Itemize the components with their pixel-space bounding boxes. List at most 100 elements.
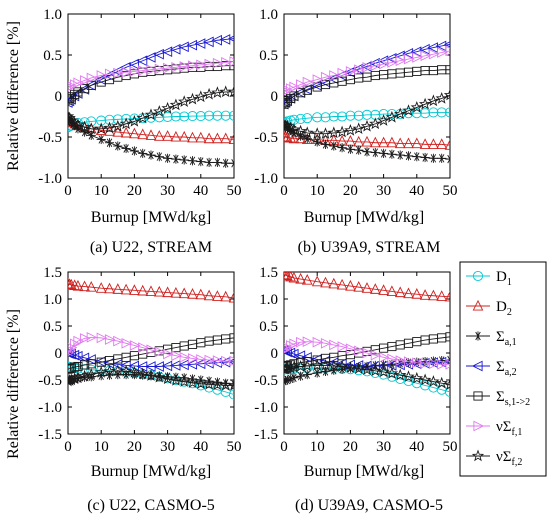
y-tick-label: -1.5 xyxy=(254,427,278,443)
data-point xyxy=(312,336,324,348)
data-point xyxy=(329,70,340,81)
series-nSf2 xyxy=(68,364,234,391)
data-point xyxy=(86,72,98,84)
data-point xyxy=(428,153,438,163)
data-point xyxy=(284,119,292,131)
legend-marker-asterisk xyxy=(473,331,483,341)
legend-label: νΣf,1 xyxy=(496,419,522,438)
data-point xyxy=(394,286,406,298)
caption-c: (c) U22, CASMO-5 xyxy=(87,497,215,514)
asterisk-stroke xyxy=(447,154,450,161)
data-point xyxy=(428,289,439,301)
y-tick-label: 0 xyxy=(55,346,63,362)
series-Sa1 xyxy=(68,114,234,168)
data-point xyxy=(68,349,80,361)
data-point xyxy=(153,370,166,383)
data-point xyxy=(71,118,85,130)
data-point xyxy=(112,283,124,294)
legend-label-base: Σ xyxy=(496,329,505,345)
data-point xyxy=(352,362,365,374)
data-point xyxy=(419,289,431,300)
data-point xyxy=(286,93,296,104)
data-point xyxy=(378,284,389,295)
data-point xyxy=(219,85,232,98)
data-point xyxy=(360,363,374,375)
data-point xyxy=(229,355,234,367)
data-point xyxy=(68,92,76,102)
data-point xyxy=(289,373,299,383)
data-point xyxy=(412,357,423,369)
data-point xyxy=(377,114,390,126)
data-point xyxy=(311,127,324,139)
data-point xyxy=(402,104,415,117)
data-point xyxy=(119,364,133,377)
data-point xyxy=(362,147,372,157)
data-point xyxy=(284,130,291,142)
legend-label: Σs,1->2 xyxy=(496,389,530,408)
x-axis-label-c: Burnup [MWd/kg] xyxy=(91,463,211,480)
data-point xyxy=(427,375,440,387)
data-point xyxy=(419,138,431,149)
data-point xyxy=(354,64,365,76)
data-point xyxy=(379,58,390,70)
data-point xyxy=(187,374,198,384)
legend-label-subscript: a,2 xyxy=(505,367,517,378)
data-point xyxy=(187,111,198,122)
data-point xyxy=(295,132,306,144)
data-point xyxy=(204,110,215,121)
data-point xyxy=(412,52,423,63)
legend-entry-Ss12: Σs,1->2 xyxy=(466,389,530,408)
data-point xyxy=(121,143,131,154)
data-point xyxy=(284,375,292,385)
y-tick-label: 0.5 xyxy=(259,319,278,335)
legend-entry-D1: D1 xyxy=(466,269,512,288)
legend-marker-square xyxy=(473,391,483,401)
data-point xyxy=(227,378,234,391)
data-point xyxy=(68,278,75,289)
data-point xyxy=(289,81,301,93)
data-point xyxy=(418,97,432,110)
series-nSf2 xyxy=(68,85,234,135)
x-tick-label: 10 xyxy=(94,183,109,199)
data-point xyxy=(302,336,314,347)
y-tick-label: 0 xyxy=(271,89,279,105)
legend-entry-Sa1: Σa,1 xyxy=(466,329,517,348)
data-point xyxy=(394,107,407,120)
data-point xyxy=(395,355,407,366)
legend-marker-pentagram xyxy=(471,449,485,462)
data-point xyxy=(128,114,141,127)
data-point xyxy=(337,143,347,153)
y-tick-label: -0.5 xyxy=(254,373,278,389)
data-point xyxy=(68,372,81,385)
data-point xyxy=(402,370,415,383)
data-point xyxy=(435,91,448,104)
data-point xyxy=(179,111,190,122)
data-point xyxy=(284,272,293,281)
data-point xyxy=(211,86,224,98)
data-point xyxy=(285,272,296,282)
data-point xyxy=(302,85,312,95)
data-point xyxy=(335,125,349,138)
data-point xyxy=(85,368,98,380)
legend-label-base: νΣ xyxy=(496,449,512,465)
data-point xyxy=(427,94,440,107)
legend-entry-nSf1: νΣf,1 xyxy=(466,419,522,438)
data-point xyxy=(418,373,432,386)
y-tick-label: -1.0 xyxy=(38,400,62,416)
data-point xyxy=(78,120,91,133)
data-point xyxy=(395,150,405,160)
data-point xyxy=(428,107,439,118)
data-point xyxy=(178,130,190,142)
data-point xyxy=(144,108,158,121)
asterisk-stroke xyxy=(447,158,450,164)
x-tick-label: 0 xyxy=(280,183,288,199)
data-point xyxy=(444,139,450,150)
data-point xyxy=(437,153,447,163)
data-point xyxy=(443,41,450,48)
data-point xyxy=(162,111,173,122)
data-point xyxy=(361,282,373,293)
chart-panel-b: 0 10 20 30 40 50 1.0 0.5 0 -0.5 -1.0 xyxy=(254,7,457,199)
data-point xyxy=(186,92,199,105)
x-tick-label: 0 xyxy=(64,439,72,455)
data-point xyxy=(354,145,364,155)
